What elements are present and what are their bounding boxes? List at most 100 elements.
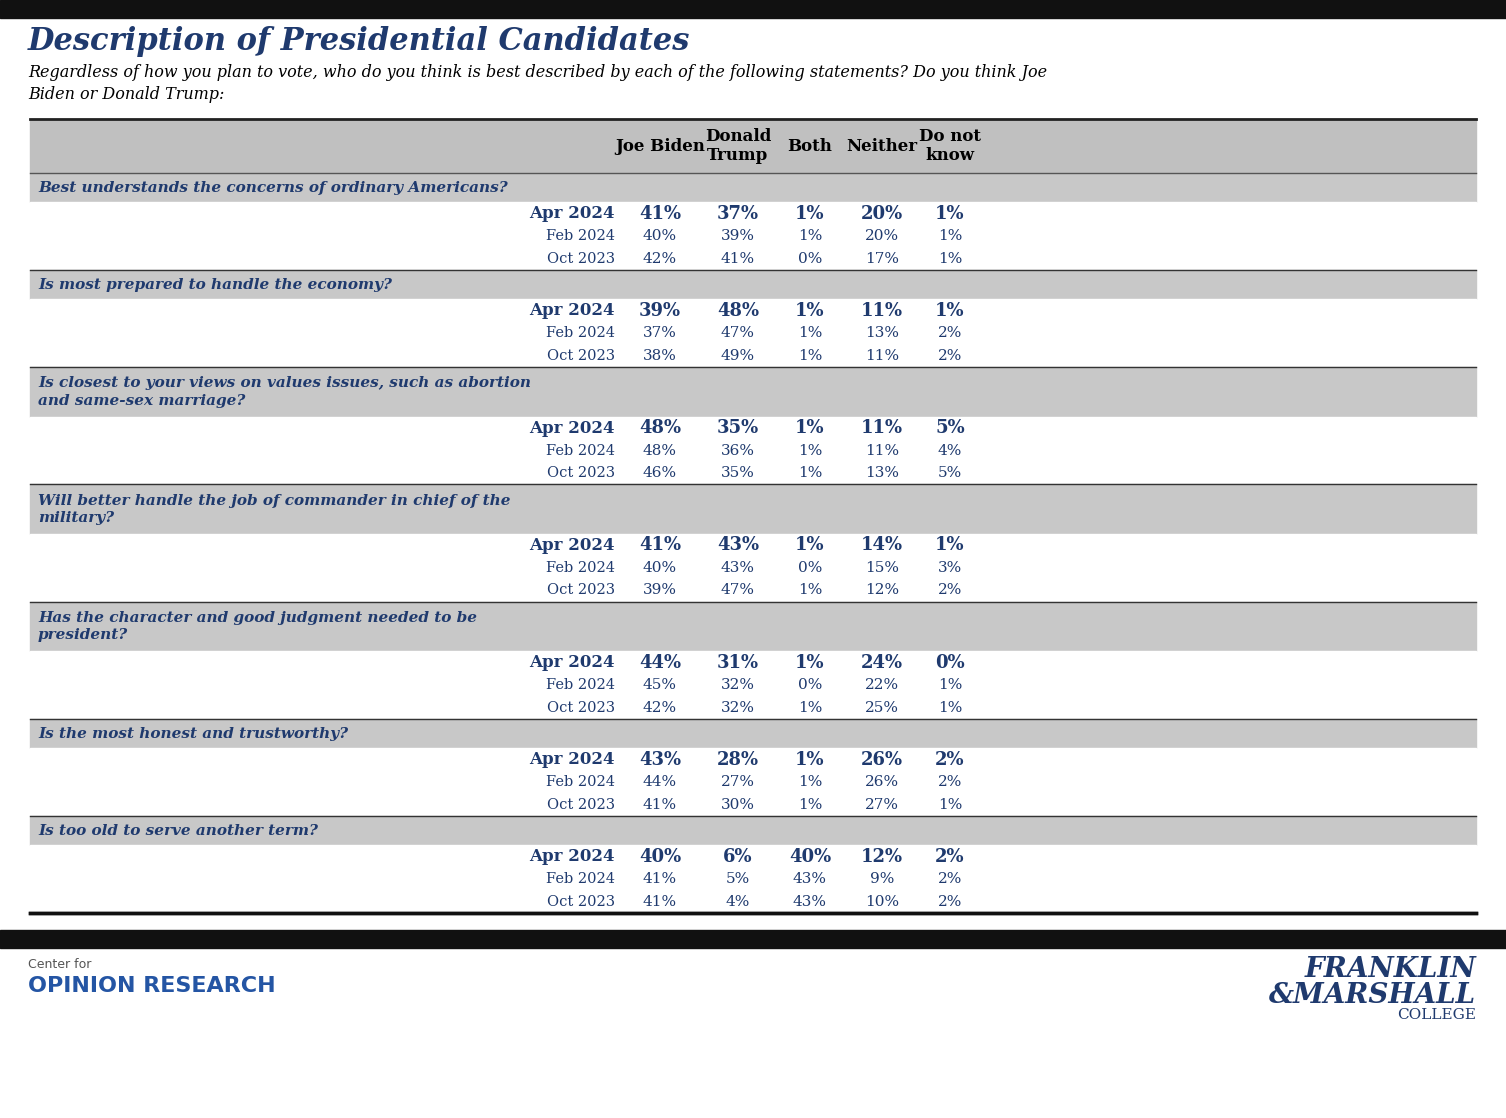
Text: 1%: 1%	[798, 444, 822, 457]
Bar	[30, 771, 1476, 794]
Bar	[30, 579, 1476, 601]
Text: Feb 2024: Feb 2024	[547, 561, 614, 575]
Text: 47%: 47%	[721, 584, 755, 597]
Text: Do not
know: Do not know	[919, 127, 980, 164]
Text: 1%: 1%	[935, 537, 965, 555]
Text: 11%: 11%	[861, 302, 904, 320]
Text: 2%: 2%	[935, 847, 965, 865]
Bar	[30, 173, 1476, 202]
Text: Oct 2023: Oct 2023	[547, 252, 614, 266]
Bar	[30, 344, 1476, 367]
Text: 5%: 5%	[938, 466, 962, 480]
Text: 41%: 41%	[639, 537, 681, 555]
Text: Apr 2024: Apr 2024	[530, 537, 614, 553]
Text: 41%: 41%	[643, 894, 678, 909]
Text: 39%: 39%	[721, 229, 755, 244]
Text: 1%: 1%	[798, 466, 822, 480]
Text: 48%: 48%	[643, 444, 678, 457]
Text: 15%: 15%	[864, 561, 899, 575]
Text: Oct 2023: Oct 2023	[547, 584, 614, 597]
Text: Feb 2024: Feb 2024	[547, 872, 614, 887]
Bar	[30, 697, 1476, 719]
Text: 40%: 40%	[639, 847, 681, 865]
Text: Regardless of how you plan to vote, who do you think is best described by each o: Regardless of how you plan to vote, who …	[29, 64, 1047, 103]
Text: 32%: 32%	[721, 701, 755, 714]
Text: 4%: 4%	[726, 894, 750, 909]
Bar	[30, 719, 1476, 748]
Text: COLLEGE: COLLEGE	[1398, 1008, 1476, 1022]
Text: 28%: 28%	[717, 750, 759, 768]
Text: 1%: 1%	[938, 798, 962, 812]
Text: 1%: 1%	[798, 584, 822, 597]
Text: 2%: 2%	[938, 349, 962, 363]
Text: Donald
Trump: Donald Trump	[705, 127, 771, 164]
Text: 39%: 39%	[639, 302, 681, 320]
Text: 1%: 1%	[795, 302, 825, 320]
Text: 13%: 13%	[864, 326, 899, 340]
Text: 36%: 36%	[721, 444, 755, 457]
Text: 35%: 35%	[717, 419, 759, 437]
Text: Is the most honest and trustworthy?: Is the most honest and trustworthy?	[38, 727, 348, 740]
Text: 27%: 27%	[721, 775, 755, 789]
Text: Is most prepared to handle the economy?: Is most prepared to handle the economy?	[38, 277, 392, 292]
Text: 42%: 42%	[643, 701, 678, 714]
Bar	[30, 652, 1476, 674]
Text: 47%: 47%	[721, 326, 755, 340]
Text: 12%: 12%	[861, 847, 904, 865]
Text: Oct 2023: Oct 2023	[547, 701, 614, 714]
Text: 39%: 39%	[643, 584, 678, 597]
Text: 30%: 30%	[721, 798, 755, 812]
Text: 1%: 1%	[938, 229, 962, 244]
Text: Apr 2024: Apr 2024	[530, 654, 614, 671]
Text: 11%: 11%	[861, 419, 904, 437]
Bar	[30, 816, 1476, 845]
Text: Both: Both	[788, 138, 833, 154]
Bar	[30, 247, 1476, 271]
Text: 24%: 24%	[861, 654, 904, 672]
Text: 43%: 43%	[794, 872, 827, 887]
Bar	[30, 271, 1476, 300]
Text: Neither: Neither	[846, 138, 917, 154]
Text: OPINION RESEARCH: OPINION RESEARCH	[29, 976, 276, 996]
Bar	[30, 300, 1476, 322]
Text: Feb 2024: Feb 2024	[547, 775, 614, 789]
Text: 3%: 3%	[938, 561, 962, 575]
Text: Best understands the concerns of ordinary Americans?: Best understands the concerns of ordinar…	[38, 181, 508, 195]
Text: 13%: 13%	[864, 466, 899, 480]
Bar	[30, 225, 1476, 247]
Text: 40%: 40%	[789, 847, 831, 865]
Text: 27%: 27%	[864, 798, 899, 812]
Text: 22%: 22%	[864, 679, 899, 692]
Text: 43%: 43%	[639, 750, 681, 768]
Text: 43%: 43%	[717, 537, 759, 555]
Text: 20%: 20%	[861, 205, 904, 222]
Bar	[30, 462, 1476, 484]
Text: 35%: 35%	[721, 466, 755, 480]
Text: 1%: 1%	[935, 302, 965, 320]
Text: 1%: 1%	[795, 419, 825, 437]
Text: Feb 2024: Feb 2024	[547, 326, 614, 340]
Text: 1%: 1%	[938, 701, 962, 714]
Text: 37%: 37%	[643, 326, 676, 340]
Text: 25%: 25%	[864, 701, 899, 714]
Text: 1%: 1%	[798, 326, 822, 340]
Bar	[30, 202, 1476, 225]
Text: 48%: 48%	[639, 419, 681, 437]
Text: FRANKLIN: FRANKLIN	[1304, 956, 1476, 983]
Text: 32%: 32%	[721, 679, 755, 692]
Text: Feb 2024: Feb 2024	[547, 444, 614, 457]
Text: 14%: 14%	[861, 537, 904, 555]
Text: 44%: 44%	[639, 654, 681, 672]
Text: 2%: 2%	[938, 872, 962, 887]
Text: 0%: 0%	[798, 679, 822, 692]
Bar	[30, 119, 1476, 173]
Text: 41%: 41%	[639, 205, 681, 222]
Text: 17%: 17%	[864, 252, 899, 266]
Text: 43%: 43%	[794, 894, 827, 909]
Text: 2%: 2%	[935, 750, 965, 768]
Text: 37%: 37%	[717, 205, 759, 222]
Bar	[30, 439, 1476, 462]
Text: Apr 2024: Apr 2024	[530, 419, 614, 436]
Text: 10%: 10%	[864, 894, 899, 909]
Text: 41%: 41%	[643, 798, 678, 812]
